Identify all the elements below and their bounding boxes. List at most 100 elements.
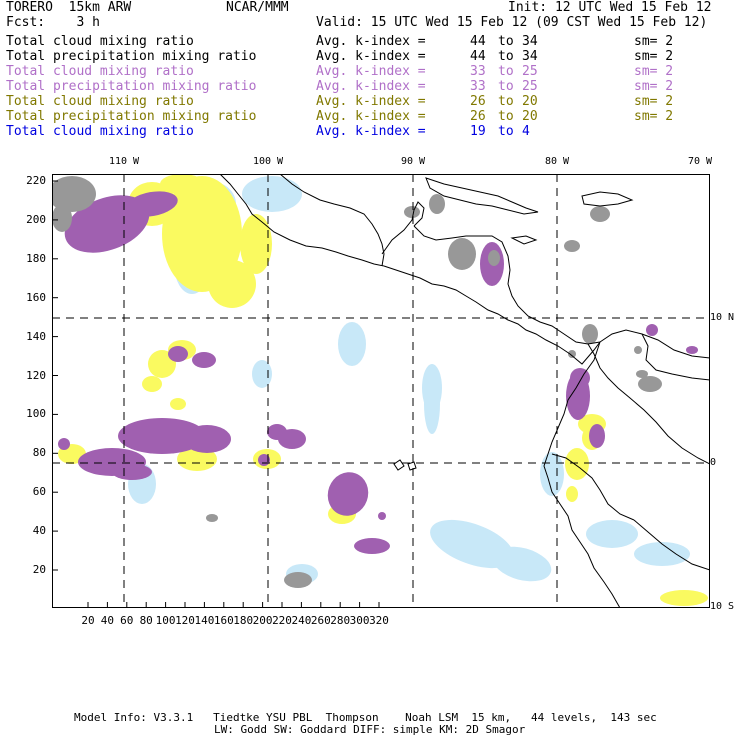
model-title: TORERO 15km ARW	[6, 0, 132, 15]
cloud-cell-top	[590, 206, 610, 222]
legend-field: Total cloud mixing ratio	[6, 124, 194, 139]
cloud-cell-mid	[566, 486, 578, 502]
cloud-cell-high	[592, 426, 604, 438]
cloud-cell-low	[424, 374, 440, 434]
legend-sm: sm= 2	[634, 49, 674, 64]
cloud-field-high-k	[58, 191, 698, 554]
galapagos	[393, 459, 417, 471]
forecast-map	[52, 174, 710, 608]
organization-label: NCAR/MMM	[226, 0, 289, 15]
cloud-cell-top	[52, 176, 96, 212]
cloud-cell-high	[118, 418, 206, 454]
legend-field: Total precipitation mixing ratio	[6, 49, 257, 64]
legend-from: 33	[470, 79, 486, 94]
colombia-border	[587, 343, 710, 465]
legend-row: Total cloud mixing ratio Avg. k-index = 19…	[6, 124, 726, 139]
central-america-caribbean	[413, 225, 601, 345]
cloud-cell-high	[354, 538, 390, 554]
cloud-cell-low	[634, 542, 690, 566]
legend-to: 20	[522, 94, 538, 109]
legend-sm: sm= 2	[634, 64, 674, 79]
jamaica	[510, 235, 538, 245]
gulf-coast	[279, 174, 385, 267]
legend-to-word: to	[498, 64, 514, 79]
legend-to-word: to	[498, 109, 514, 124]
y-tick-label: 80	[32, 446, 46, 460]
lat-label: 10 S	[710, 601, 735, 612]
legend-from: 19	[470, 124, 486, 139]
physics-info: LW: Godd SW: Goddard DIFF: simple KM: 2D…	[214, 723, 526, 736]
lon-label: 80 W	[544, 156, 570, 167]
axis-ticks	[52, 180, 380, 608]
legend-from: 44	[470, 34, 486, 49]
y-tick-label: 60	[32, 485, 46, 499]
lon-label: 70 W	[687, 156, 713, 167]
cloud-cell-low	[492, 546, 552, 582]
legend-sm: sm= 2	[634, 34, 674, 49]
legend-index: Avg. k-index =	[316, 124, 426, 139]
legend-to-word: to	[498, 124, 514, 139]
valid-time: Valid: 15 UTC Wed 15 Feb 12 (09 CST Wed …	[316, 15, 708, 30]
legend-to: 34	[522, 34, 538, 49]
legend-field: Total cloud mixing ratio	[6, 64, 194, 79]
cloud-cell-high	[112, 464, 152, 480]
lat-label: 10 N	[710, 312, 735, 323]
legend-index: Avg. k-index =	[316, 109, 426, 124]
legend-from: 26	[470, 109, 486, 124]
peru-border	[633, 519, 710, 571]
legend-to: 20	[522, 109, 538, 124]
y-tick-label: 200	[26, 212, 46, 226]
legend-index: Avg. k-index =	[316, 64, 426, 79]
cloud-cell-mid	[240, 214, 272, 274]
lon-label: 110 W	[108, 156, 140, 167]
lat-label: 0	[710, 457, 717, 468]
legend-index: Avg. k-index =	[316, 34, 426, 49]
coastlines	[219, 174, 710, 608]
legend-sm: sm= 2	[634, 109, 674, 124]
hispaniola	[581, 191, 634, 207]
x-tick-label: 60	[120, 614, 134, 627]
legend-to: 4	[522, 124, 530, 139]
legend-row: Total precipitation mixing ratio Avg. k-i…	[6, 79, 726, 94]
south-america-west	[543, 341, 621, 608]
legend-index: Avg. k-index =	[316, 79, 426, 94]
y-tick-label: 140	[26, 329, 46, 343]
y-tick-label: 220	[26, 174, 46, 187]
x-tick-label: 200	[252, 614, 273, 627]
legend-to-word: to	[498, 94, 514, 109]
legend-to: 25	[522, 79, 538, 94]
cloud-cell-mid	[170, 398, 186, 410]
yucatan	[381, 201, 425, 255]
x-tick-label: 220	[272, 614, 292, 627]
cloud-cell-top	[488, 250, 500, 266]
cloud-cell-low	[430, 519, 514, 569]
cloud-cell-top	[404, 206, 420, 218]
cloud-cell-top	[638, 376, 662, 392]
cloud-cell-top	[52, 204, 72, 232]
x-tick-label: 160	[213, 614, 234, 627]
legend-row: Total cloud mixing ratio Avg. k-index = 33…	[6, 64, 726, 79]
cloud-field-top-k	[52, 176, 662, 588]
legend-to-word: to	[498, 79, 514, 94]
south-america-north	[599, 329, 710, 359]
cloud-cell-high	[646, 324, 658, 336]
legend-field: Total precipitation mixing ratio	[6, 79, 257, 94]
cloud-cell-high	[58, 438, 70, 450]
legend-field: Total cloud mixing ratio	[6, 34, 194, 49]
legend-row: Total precipitation mixing ratio Avg. k-i…	[6, 49, 726, 64]
lon-label: 100 W	[252, 156, 284, 167]
cloud-cell-low	[338, 322, 366, 366]
cloud-cell-top	[568, 350, 576, 358]
x-tick-label: 280	[330, 614, 351, 627]
x-tick-label: 140	[194, 614, 215, 627]
cloud-cell-low	[540, 452, 564, 496]
cloud-cell-high	[570, 368, 590, 388]
y-tick-label: 180	[26, 251, 46, 265]
model-info: Model Info: V3.3.1 Tiedtke YSU PBL Thomp…	[74, 711, 657, 724]
x-tick-label: 240	[291, 614, 312, 627]
central-america-pacific	[383, 265, 601, 365]
cloud-cell-top	[564, 240, 580, 252]
cloud-cell-low	[242, 176, 302, 212]
y-tick-label: 20	[32, 563, 46, 576]
forecast-hour: Fcst: 3 h	[6, 15, 100, 30]
